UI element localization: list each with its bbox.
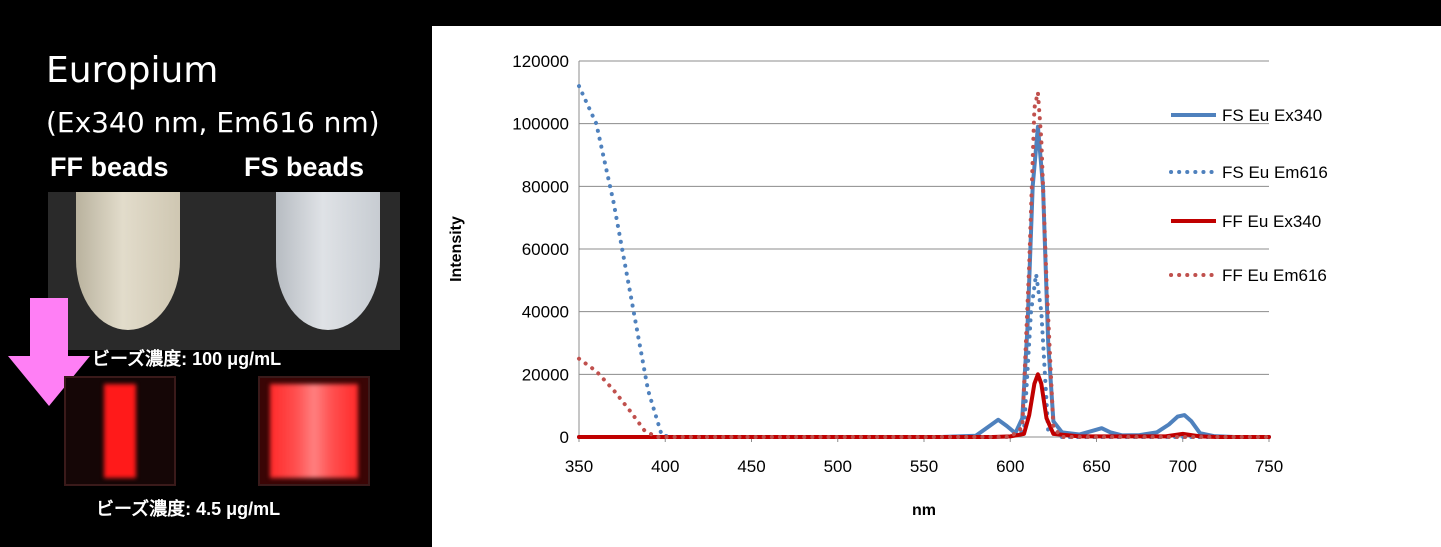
concentration-low-label: ビーズ濃度: 4.5 μg/mL: [96, 499, 281, 519]
x-tick-label: 450: [737, 457, 765, 476]
y-tick-label: 100000: [512, 115, 569, 134]
legend-label: FF Eu Ex340: [1222, 212, 1321, 231]
slide-title: Europium: [46, 50, 219, 91]
y-tick-label: 120000: [512, 52, 569, 71]
x-tick-label: 650: [1082, 457, 1110, 476]
tube-photo: [48, 192, 400, 350]
concentration-high-label: ビーズ濃度: 100 μg/mL: [92, 349, 282, 369]
slide-subtitle: (Ex340 nm, Em616 nm): [46, 106, 380, 139]
chart-panel: [432, 26, 1441, 547]
y-tick-label: 0: [560, 428, 569, 447]
x-tick-label: 500: [824, 457, 852, 476]
series-line-1: [577, 84, 1271, 439]
fs-fluorescence-glow: [270, 384, 358, 478]
fs-cuvette-photo: [258, 376, 370, 486]
ff-fluorescence-glow: [104, 384, 136, 478]
y-tick-label: 60000: [522, 240, 569, 259]
x-tick-label: 350: [565, 457, 593, 476]
series-line-3: [577, 90, 1271, 439]
ff-beads-label: FF beads: [50, 152, 169, 182]
y-tick-label: 40000: [522, 303, 569, 322]
legend-label: FS Eu Em616: [1222, 163, 1328, 182]
x-tick-label: 700: [1169, 457, 1197, 476]
y-axis-title: Intensity: [448, 216, 465, 282]
legend-label: FF Eu Em616: [1222, 266, 1327, 285]
series-line-0: [577, 124, 1271, 439]
ff-cuvette-photo: [64, 376, 176, 486]
spectrum-chart: 0 20000 40000 60000 80000 100000 120000 350 400 4…: [448, 52, 1328, 519]
x-tick-label: 750: [1255, 457, 1283, 476]
y-tick-label: 20000: [522, 365, 569, 384]
x-tick-label: 400: [651, 457, 679, 476]
fs-tube: [276, 192, 380, 330]
ff-tube: [76, 192, 180, 330]
fs-beads-label: FS beads: [244, 152, 365, 182]
legend-label: FS Eu Ex340: [1222, 106, 1322, 125]
y-tick-label: 80000: [522, 177, 569, 196]
x-axis-title: nm: [912, 502, 936, 519]
x-tick-label: 550: [910, 457, 938, 476]
series-line-2: [577, 372, 1271, 439]
x-tick-label: 600: [996, 457, 1024, 476]
